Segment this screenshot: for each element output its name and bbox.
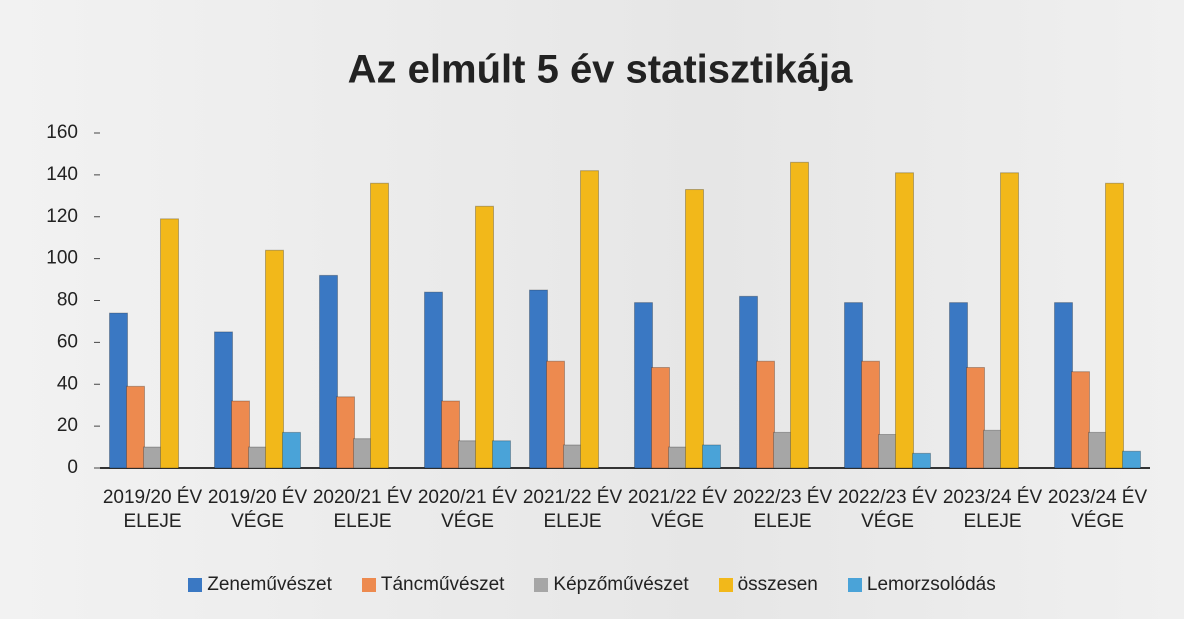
- legend-label: Képzőművészet: [553, 574, 689, 595]
- bar: [895, 172, 914, 469]
- y-tick-label: 0: [67, 457, 78, 478]
- bar: [773, 431, 792, 469]
- y-tick-label: 140: [46, 164, 78, 185]
- bar: [160, 218, 179, 469]
- legend-swatch: [188, 578, 203, 592]
- bar: [492, 440, 511, 469]
- legend-swatch: [361, 578, 376, 592]
- x-tick-label: 2020/21 ÉV VÉGE: [417, 487, 518, 532]
- x-tick-label: 2023/24 ÉV VÉGE: [1047, 487, 1148, 532]
- bar: [126, 385, 145, 469]
- bar: [1105, 182, 1124, 469]
- y-tick-label: 60: [57, 331, 78, 352]
- bar: [353, 438, 372, 469]
- bar: [756, 360, 775, 469]
- bar: [844, 302, 863, 469]
- bar: [685, 189, 704, 469]
- bar: [319, 274, 338, 469]
- bar: [912, 452, 931, 469]
- bar: [878, 434, 897, 469]
- chart-title: Az elmúlt 5 év statisztikája: [348, 48, 853, 92]
- y-tick-label: 120: [46, 206, 78, 227]
- bar: [1122, 450, 1141, 469]
- bar: [668, 446, 687, 469]
- bar: [336, 396, 355, 469]
- bar: [441, 400, 460, 469]
- x-tick-label: 2019/20 ÉV VÉGE: [207, 487, 308, 532]
- bar: [265, 249, 284, 469]
- x-tick-label: 2022/23 ÉV ELEJE: [732, 487, 833, 532]
- y-tick-label: 80: [57, 290, 78, 311]
- x-tick-label: 2019/20 ÉV ELEJE: [102, 487, 203, 532]
- x-tick-label: 2023/24 ÉV ELEJE: [942, 487, 1043, 532]
- bar: [546, 360, 565, 469]
- bar: [1000, 172, 1019, 469]
- bar: [109, 312, 128, 469]
- bar: [966, 367, 985, 469]
- x-tick-label: 2022/23 ÉV VÉGE: [837, 487, 938, 532]
- bar: [475, 205, 494, 469]
- bar: [370, 182, 389, 469]
- bar: [563, 444, 582, 469]
- bar: [458, 440, 477, 469]
- bar: [739, 295, 758, 469]
- legend-item: összesen: [718, 574, 818, 596]
- y-tick-label: 20: [57, 415, 78, 436]
- bar: [790, 161, 809, 469]
- bar: [282, 431, 301, 469]
- x-tick-label: 2021/22 ÉV ELEJE: [522, 487, 623, 532]
- legend-label: összesen: [737, 574, 818, 595]
- bar: [949, 302, 968, 469]
- bar: [529, 289, 548, 469]
- y-tick-label: 40: [57, 373, 78, 394]
- bar: [983, 429, 1002, 469]
- bar: [1088, 431, 1107, 469]
- legend-swatch: [534, 578, 549, 592]
- x-tick-label: 2021/22 ÉV VÉGE: [627, 487, 728, 532]
- y-tick-label: 160: [46, 122, 78, 143]
- bar: [1054, 302, 1073, 469]
- legend-label: Zeneművészet: [207, 574, 332, 595]
- legend-item: Zeneművészet: [188, 574, 332, 596]
- bar: [214, 331, 233, 469]
- legend-item: Képzőművészet: [534, 574, 689, 596]
- bar: [861, 360, 880, 469]
- legend-swatch: [718, 578, 733, 592]
- bar: [248, 446, 267, 469]
- y-tick-label: 100: [46, 248, 78, 269]
- legend-label: Táncművészet: [380, 574, 505, 595]
- bar: [1071, 371, 1090, 469]
- bar: [634, 302, 653, 469]
- bar: [651, 367, 670, 469]
- legend: Zeneművészet Táncművészet Képzőművészet öss…: [0, 574, 1184, 596]
- legend-label: Lemorzsolódás: [866, 574, 996, 595]
- bar: [143, 446, 162, 469]
- bar: [231, 400, 250, 469]
- bar: [580, 170, 599, 469]
- legend-item: Lemorzsolódás: [847, 574, 996, 596]
- x-tick-label: 2020/21 ÉV ELEJE: [312, 487, 413, 532]
- bar: [702, 444, 721, 469]
- legend-swatch: [847, 578, 862, 592]
- legend-item: Táncművészet: [361, 574, 505, 596]
- bar: [424, 291, 443, 469]
